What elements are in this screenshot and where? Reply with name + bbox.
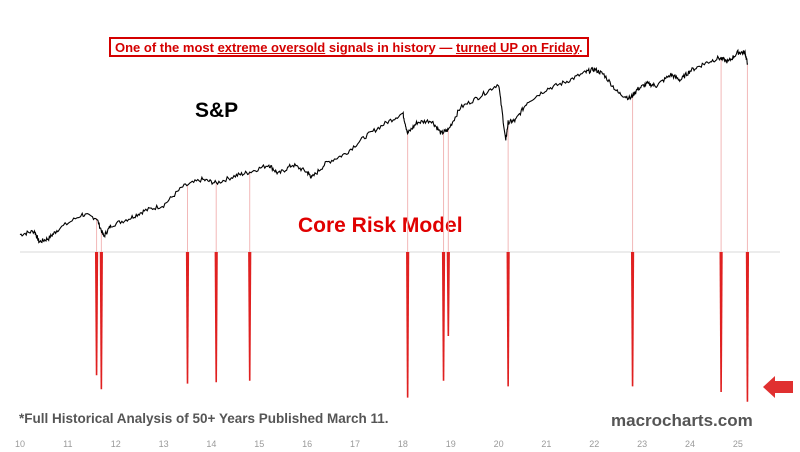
- signal-connector-lines: [96, 58, 748, 252]
- headline-text-3: .: [579, 40, 583, 55]
- risk-signal-spike: [99, 252, 103, 390]
- brand-watermark: macrocharts.com: [611, 411, 753, 430]
- x-tick-label: 25: [733, 439, 743, 449]
- risk-signal-spike: [406, 252, 410, 398]
- risk-signal-spike: [630, 252, 635, 387]
- left-arrow-icon: [763, 376, 793, 398]
- risk-signal-spike: [506, 252, 510, 387]
- risk-signal-spike: [745, 252, 750, 402]
- x-tick-label: 20: [494, 439, 504, 449]
- x-tick-label: 22: [589, 439, 599, 449]
- risk-signal-spike: [441, 252, 446, 381]
- risk-signal-spike: [214, 252, 218, 383]
- sp-price-line: [19, 48, 748, 244]
- x-tick-label: 21: [541, 439, 551, 449]
- x-tick-label: 16: [302, 439, 312, 449]
- x-tick-label: 14: [206, 439, 216, 449]
- risk-signal-spike: [185, 252, 190, 384]
- x-axis-ticks: 10 11 12 13 14 15 16 17 18 19 20 21 22 23 24 25: [15, 439, 743, 449]
- x-tick-label: 18: [398, 439, 408, 449]
- x-tick-label: 15: [254, 439, 264, 449]
- headline-text-1: One of the most: [115, 40, 218, 55]
- risk-signal-spike: [94, 252, 99, 376]
- x-tick-label: 10: [15, 439, 25, 449]
- sp-label: S&P: [195, 99, 239, 122]
- headline-banner: One of the most extreme oversold signals…: [109, 37, 589, 57]
- x-tick-label: 12: [111, 439, 121, 449]
- headline-emphasis-turned-up: turned UP on Friday: [455, 40, 580, 55]
- x-tick-label: 23: [637, 439, 647, 449]
- risk-signal-spike: [248, 252, 252, 381]
- core-risk-model-label: Core Risk Model: [298, 214, 463, 237]
- risk-signal-spike: [446, 252, 450, 336]
- headline-text-2: signals in history —: [325, 40, 456, 55]
- headline-emphasis-oversold: extreme oversold: [217, 40, 326, 55]
- risk-signal-spike: [719, 252, 723, 392]
- risk-model-signals: [94, 252, 750, 402]
- x-tick-label: 11: [63, 439, 72, 449]
- x-tick-label: 13: [159, 439, 169, 449]
- footnote: *Full Historical Analysis of 50+ Years P…: [19, 411, 389, 426]
- x-tick-label: 19: [446, 439, 456, 449]
- x-tick-label: 17: [350, 439, 360, 449]
- x-tick-label: 24: [685, 439, 695, 449]
